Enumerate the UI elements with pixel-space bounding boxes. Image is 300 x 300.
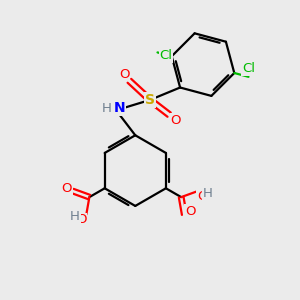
Text: O: O bbox=[197, 190, 207, 203]
Text: Cl: Cl bbox=[159, 49, 172, 62]
Text: O: O bbox=[61, 182, 72, 195]
Text: H: H bbox=[102, 102, 112, 115]
Text: O: O bbox=[119, 68, 129, 81]
Text: H: H bbox=[70, 210, 80, 224]
Text: O: O bbox=[185, 205, 195, 218]
Text: H: H bbox=[203, 187, 213, 200]
Text: N: N bbox=[113, 101, 125, 115]
Text: Cl: Cl bbox=[242, 62, 255, 75]
Text: S: S bbox=[145, 93, 155, 107]
Text: O: O bbox=[76, 213, 86, 226]
Text: O: O bbox=[170, 114, 181, 127]
